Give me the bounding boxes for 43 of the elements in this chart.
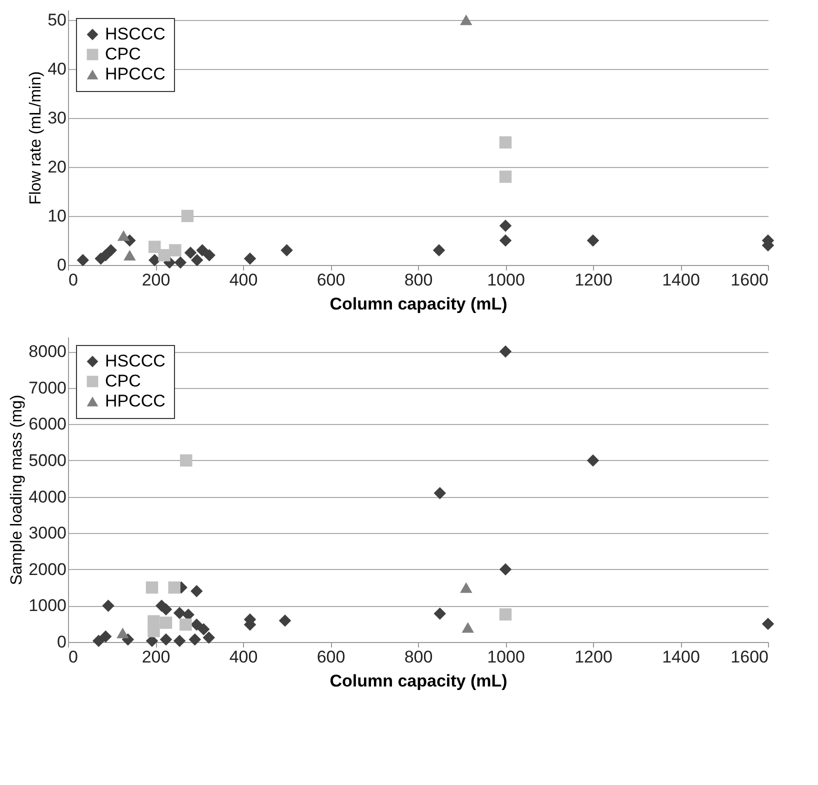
y-tick-label: 7000 (28, 378, 66, 398)
y-tick-label: 40 (48, 59, 66, 78)
x-tick-label: 1600 (730, 270, 768, 290)
y-tick-label: 8000 (28, 342, 66, 362)
x-tick-label: 1200 (574, 648, 612, 666)
y-tick-label: 30 (48, 108, 66, 128)
x-tick-label: 1600 (730, 648, 768, 666)
x-tick-label: 1200 (574, 270, 612, 290)
y-axis-title: Sample loading mass (mg) (8, 394, 26, 586)
x-tick-label: 0 (68, 270, 78, 290)
x-tick-label: 200 (142, 648, 170, 666)
x-tick-label: 400 (229, 648, 258, 666)
x-tick-label: 1000 (487, 648, 525, 666)
x-tick-label: 800 (404, 270, 433, 290)
y-tick-label: 4000 (28, 487, 66, 506)
y-tick-label: 20 (48, 157, 66, 176)
y-tick-label: 3000 (28, 524, 66, 543)
y-tick-label: 6000 (28, 414, 66, 434)
legend-label: HSCCC (105, 24, 166, 44)
x-tick-label: 600 (316, 648, 346, 666)
x-axis-title: Column capacity (mL) (330, 672, 508, 690)
legend-label: HPCCC (105, 64, 166, 84)
x-tick-label: 600 (316, 270, 346, 290)
legend-label: CPC (105, 44, 141, 64)
legend-label: CPC (105, 372, 141, 390)
y-tick-label: 50 (48, 10, 66, 30)
x-tick-label: 0 (68, 648, 78, 666)
y-tick-label: 0 (57, 632, 66, 652)
x-tick-label: 1400 (662, 270, 700, 290)
legend-label: HSCCC (105, 352, 166, 370)
x-tick-label: 200 (142, 270, 170, 290)
x-tick-label: 400 (229, 270, 258, 290)
x-axis-title: Column capacity (mL) (330, 294, 508, 314)
x-tick-label: 1400 (662, 648, 700, 666)
x-tick-label: 800 (404, 648, 433, 666)
y-tick-label: 1000 (28, 596, 66, 616)
y-tick-label: 0 (57, 256, 66, 274)
y-tick-label: 5000 (28, 450, 66, 470)
y-tick-label: 10 (48, 206, 66, 226)
legend-label: HPCCC (105, 392, 166, 410)
y-tick-label: 2000 (28, 560, 66, 579)
x-tick-label: 1000 (487, 270, 525, 290)
y-axis-title: Flow rate (mL/min) (28, 71, 45, 205)
